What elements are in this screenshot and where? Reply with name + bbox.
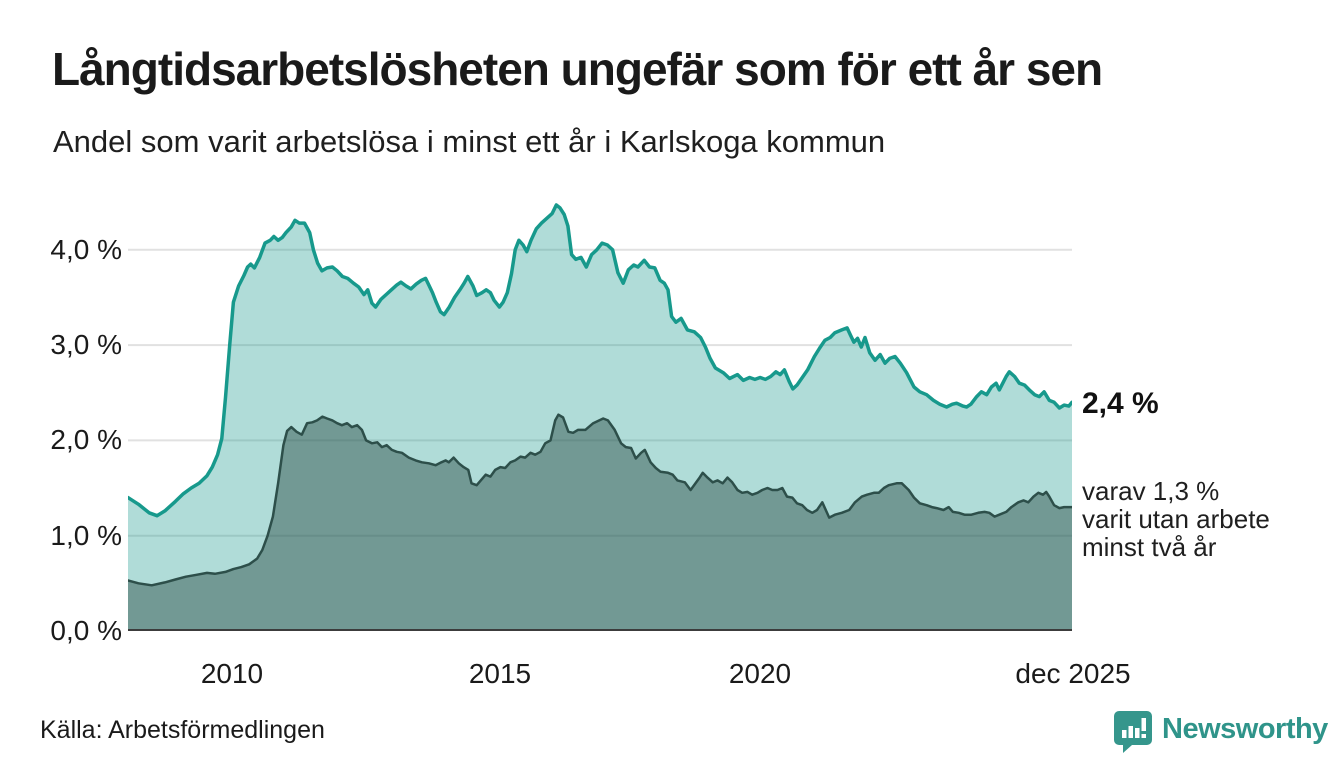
y-axis-tick-3: 3,0 % bbox=[50, 329, 122, 360]
x-axis-tick-dec-2025: dec 2025 bbox=[1015, 658, 1131, 689]
page-title: Långtidsarbetslösheten ungefär som för e… bbox=[52, 43, 1103, 95]
newsworthy-bubble-icon bbox=[1113, 709, 1153, 758]
source-credit: Källa: Arbetsförmedlingen bbox=[40, 716, 325, 744]
subset-label-line3: minst två år bbox=[1082, 532, 1217, 562]
area-chart bbox=[128, 203, 1072, 631]
subset-label-line2: varit utan arbete bbox=[1082, 504, 1270, 534]
line-subset bbox=[128, 413, 1072, 587]
y-axis-tick-0: 0,0 % bbox=[50, 615, 122, 646]
newsworthy-wordmark: Newsworthy bbox=[1162, 713, 1328, 745]
subset-value-label: varav 1,3 % varit utan arbete minst två … bbox=[1082, 477, 1270, 561]
newsworthy-logo: Newsworthy bbox=[1113, 709, 1328, 758]
y-axis-tick-1: 1,0 % bbox=[50, 520, 122, 551]
y-axis-tick-4: 4,0 % bbox=[50, 234, 122, 265]
line-total bbox=[128, 203, 1072, 518]
area-subset bbox=[128, 414, 1072, 631]
chart-subtitle: Andel som varit arbetslösa i minst ett å… bbox=[53, 124, 886, 159]
y-axis-tick-2: 2,0 % bbox=[50, 424, 122, 455]
plot-area bbox=[128, 195, 1072, 631]
latest-value-label: 2,4 % bbox=[1082, 387, 1159, 420]
x-axis-tick-2010: 2010 bbox=[200, 658, 264, 689]
x-axis-tick-2020: 2020 bbox=[728, 658, 792, 689]
x-axis-tick-2015: 2015 bbox=[468, 658, 532, 689]
subset-label-line1: varav 1,3 % bbox=[1082, 476, 1220, 506]
area-total bbox=[128, 205, 1072, 631]
